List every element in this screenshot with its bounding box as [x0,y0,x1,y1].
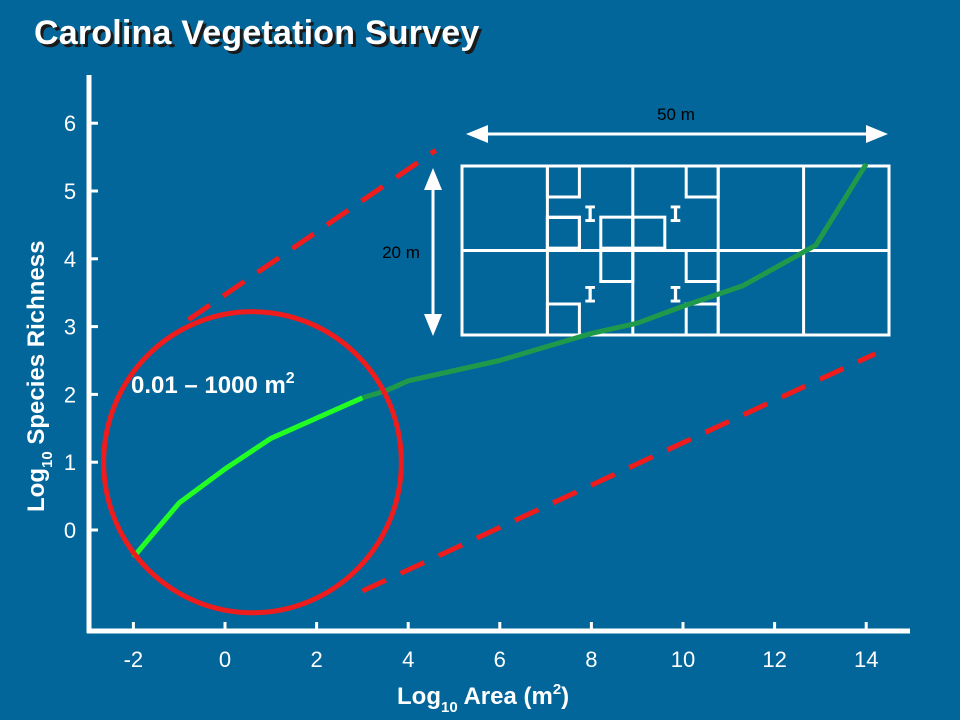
y-axis-ticks: 0 1 2 3 4 5 6 [64,111,98,543]
lower-bound-dashed-line [361,351,877,594]
nested-subplot [684,249,720,283]
nested-subplot [684,302,720,337]
x-tick-label: 10 [671,647,695,672]
x-tick-label: 0 [219,647,231,672]
species-area-curve-highlight [131,395,364,559]
module-marker: I [669,284,682,309]
chart-annotations: 0.01 – 1000 m2 [101,148,877,616]
module-marker: I [583,284,596,309]
x-tick-label: 12 [762,647,786,672]
nested-subplot [545,216,581,250]
y-tick-label: 5 [64,179,76,204]
y-tick-label: 2 [64,382,76,407]
y-tick-label: 1 [64,450,76,475]
arrowhead-down-icon [424,314,442,336]
height-dimension-label: 20 m [382,243,420,262]
x-tick-label: 2 [310,647,322,672]
nested-subplot [684,164,720,199]
module-marker: I [583,203,596,228]
width-dimension-label: 50 m [657,105,695,124]
y-tick-label: 6 [64,111,76,136]
x-tick-label: 14 [854,647,878,672]
x-tick-label: -2 [124,647,144,672]
nested-subplot [545,302,581,337]
y-tick-label: 3 [64,315,76,340]
nested-subplot [631,215,667,250]
module-marker: I [669,203,682,228]
x-tick-label: 6 [494,647,506,672]
chart-series [131,162,869,559]
chart-axes [86,75,910,634]
y-tick-label: 4 [64,247,76,272]
slide-title: Carolina Vegetation Survey [34,14,480,52]
y-axis-title: Log10 Species Richness [23,241,56,512]
axis-titles: Log10 Area (m2) Log10 Species Richness [23,241,569,716]
arrowhead-up-icon [424,168,442,190]
nested-subplot [545,164,581,199]
x-axis-ticks: -2 0 2 4 6 8 10 12 14 [124,622,878,672]
circle-range-label: 0.01 – 1000 m2 [131,370,295,399]
arrowhead-right-icon [866,125,888,143]
fine-scale-circle [101,309,404,616]
y-tick-label: 0 [64,518,76,543]
upper-bound-dashed-line [186,148,438,322]
species-area-curve [361,162,869,401]
x-tick-label: 4 [402,647,414,672]
arrowhead-left-icon [466,125,488,143]
x-tick-label: 8 [585,647,597,672]
x-axis-title: Log10 Area (m2) [397,681,569,716]
plot-layout-diagram: I I I I 50 m 20 m [382,105,891,337]
nested-subplot [599,249,635,283]
